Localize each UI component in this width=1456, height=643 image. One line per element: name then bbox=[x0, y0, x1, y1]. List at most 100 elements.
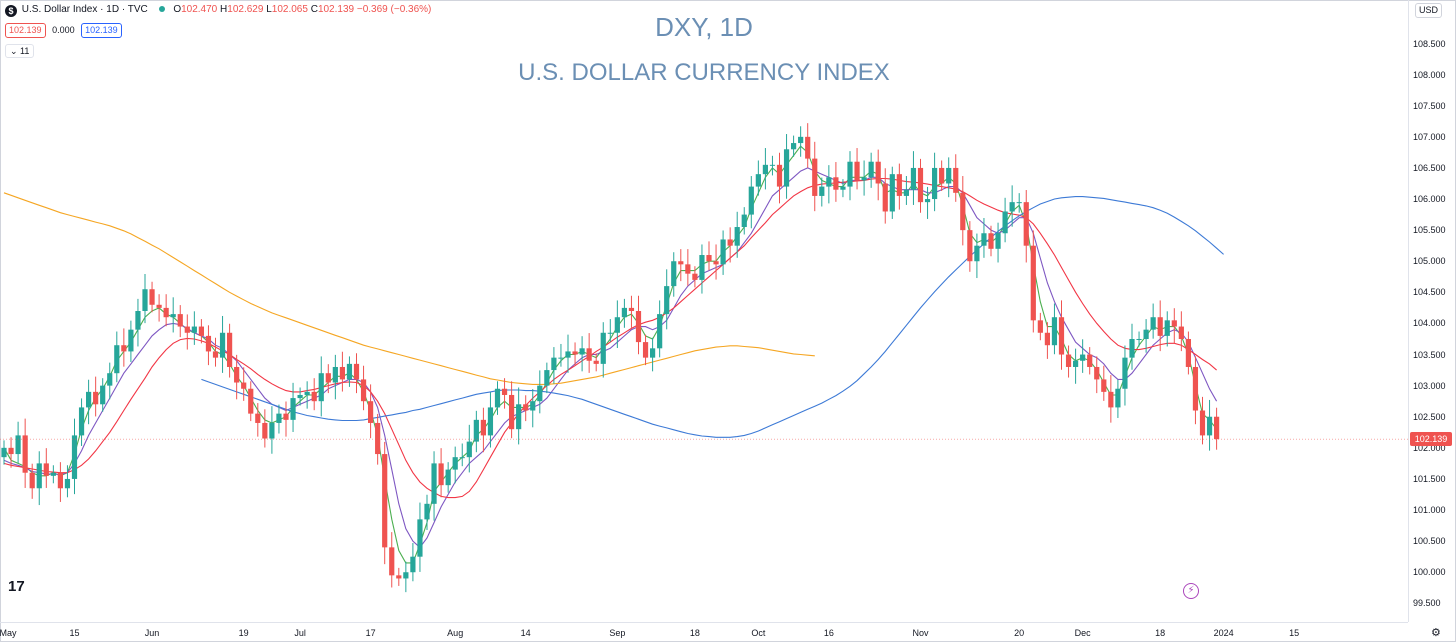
candle[interactable] bbox=[755, 160, 761, 196]
price-scale[interactable]: 108.500 108.000 107.500 107.000 106.500 106.0… bbox=[1408, 0, 1456, 622]
candle[interactable] bbox=[586, 333, 592, 373]
candle[interactable] bbox=[494, 381, 501, 415]
candle[interactable] bbox=[241, 367, 247, 401]
candle[interactable] bbox=[1185, 331, 1191, 375]
candle[interactable] bbox=[86, 379, 92, 425]
candle[interactable] bbox=[1206, 399, 1213, 451]
candle[interactable] bbox=[953, 154, 959, 202]
candle[interactable] bbox=[1087, 347, 1093, 375]
candle[interactable] bbox=[523, 395, 529, 422]
candle[interactable] bbox=[537, 370, 543, 414]
candle[interactable] bbox=[791, 135, 797, 157]
candle[interactable] bbox=[783, 134, 790, 199]
time-scale[interactable]: May 15 Jun 19 Jul 17 Aug 14 Sep 18 Oct 16 Nov 20 Dec 18… bbox=[0, 622, 1408, 643]
candle[interactable] bbox=[734, 211, 740, 258]
candle[interactable] bbox=[1080, 339, 1086, 373]
candle[interactable] bbox=[1129, 323, 1135, 370]
symbol-legend[interactable]: $ U.S. Dollar Index · 1D · TVC O102.470 … bbox=[5, 3, 431, 17]
candle[interactable] bbox=[170, 297, 176, 333]
candle[interactable] bbox=[882, 168, 888, 224]
candle[interactable] bbox=[1157, 300, 1163, 352]
candle[interactable] bbox=[868, 152, 874, 188]
candle[interactable] bbox=[642, 334, 649, 366]
candle[interactable] bbox=[262, 409, 268, 448]
candle[interactable] bbox=[227, 323, 233, 378]
candle[interactable] bbox=[854, 148, 860, 190]
candle[interactable] bbox=[142, 273, 148, 324]
candle[interactable] bbox=[769, 155, 776, 176]
candle[interactable] bbox=[1136, 331, 1142, 347]
candle[interactable] bbox=[741, 207, 747, 235]
candle[interactable] bbox=[1192, 356, 1199, 425]
candle[interactable] bbox=[64, 465, 71, 498]
candle[interactable] bbox=[71, 418, 78, 495]
candle[interactable] bbox=[960, 176, 966, 246]
candle[interactable] bbox=[177, 305, 183, 338]
candle[interactable] bbox=[50, 465, 56, 484]
candle[interactable] bbox=[100, 378, 106, 412]
candle[interactable] bbox=[889, 166, 895, 219]
candle[interactable] bbox=[1073, 348, 1079, 384]
candle[interactable] bbox=[657, 300, 663, 358]
candle[interactable] bbox=[1037, 312, 1043, 341]
candle[interactable] bbox=[389, 532, 395, 588]
candle[interactable] bbox=[558, 343, 564, 367]
candle[interactable] bbox=[29, 463, 35, 499]
candle[interactable] bbox=[205, 325, 212, 366]
candle[interactable] bbox=[1171, 308, 1177, 344]
candle[interactable] bbox=[304, 381, 310, 409]
candle[interactable] bbox=[135, 298, 141, 347]
candle[interactable] bbox=[1002, 197, 1008, 243]
candle[interactable] bbox=[1199, 396, 1206, 445]
candle[interactable] bbox=[974, 233, 980, 279]
buy-price-button[interactable]: 102.139 bbox=[81, 23, 122, 38]
candle[interactable] bbox=[635, 295, 642, 355]
candle[interactable] bbox=[1065, 345, 1072, 378]
candle[interactable] bbox=[833, 162, 839, 202]
candle[interactable] bbox=[36, 451, 42, 506]
candle[interactable] bbox=[748, 176, 754, 229]
candle[interactable] bbox=[1150, 303, 1156, 339]
candle[interactable] bbox=[269, 406, 275, 454]
candle[interactable] bbox=[22, 418, 28, 488]
candle[interactable] bbox=[1115, 379, 1121, 418]
candle[interactable] bbox=[1016, 193, 1022, 213]
candle[interactable] bbox=[163, 294, 169, 327]
candle[interactable] bbox=[403, 561, 409, 593]
candle[interactable] bbox=[847, 151, 853, 201]
moving-average-line-ma_100[interactable] bbox=[201, 196, 1224, 438]
candle[interactable] bbox=[466, 424, 472, 473]
candle[interactable] bbox=[219, 315, 226, 373]
candle[interactable] bbox=[664, 269, 670, 330]
candle[interactable] bbox=[487, 392, 494, 448]
candle[interactable] bbox=[579, 336, 585, 372]
currency-button[interactable]: USD bbox=[1415, 3, 1443, 18]
candle[interactable] bbox=[114, 331, 120, 383]
candle[interactable] bbox=[1, 440, 7, 465]
candle[interactable] bbox=[43, 448, 49, 488]
candle[interactable] bbox=[798, 126, 804, 157]
candle[interactable] bbox=[621, 298, 627, 328]
candle[interactable] bbox=[1094, 356, 1100, 394]
candle[interactable] bbox=[78, 398, 85, 446]
candle[interactable] bbox=[917, 158, 924, 213]
candle[interactable] bbox=[614, 300, 620, 349]
candle[interactable] bbox=[417, 502, 423, 572]
candle[interactable] bbox=[15, 421, 21, 464]
candle[interactable] bbox=[509, 381, 515, 439]
candle[interactable] bbox=[544, 362, 550, 394]
candle[interactable] bbox=[1164, 311, 1170, 347]
candle[interactable] bbox=[812, 141, 818, 212]
candle[interactable] bbox=[826, 165, 832, 204]
candle[interactable] bbox=[297, 387, 303, 406]
candle[interactable] bbox=[339, 351, 345, 392]
candle[interactable] bbox=[368, 384, 374, 439]
candle[interactable] bbox=[516, 387, 522, 445]
candle[interactable] bbox=[234, 354, 240, 400]
candle[interactable] bbox=[875, 149, 881, 201]
tradingview-logo[interactable]: 17 bbox=[8, 578, 25, 595]
candle[interactable] bbox=[318, 356, 324, 417]
candle[interactable] bbox=[156, 294, 162, 322]
moving-average-line-ma_200[interactable] bbox=[3, 192, 815, 385]
candle[interactable] bbox=[671, 252, 677, 297]
